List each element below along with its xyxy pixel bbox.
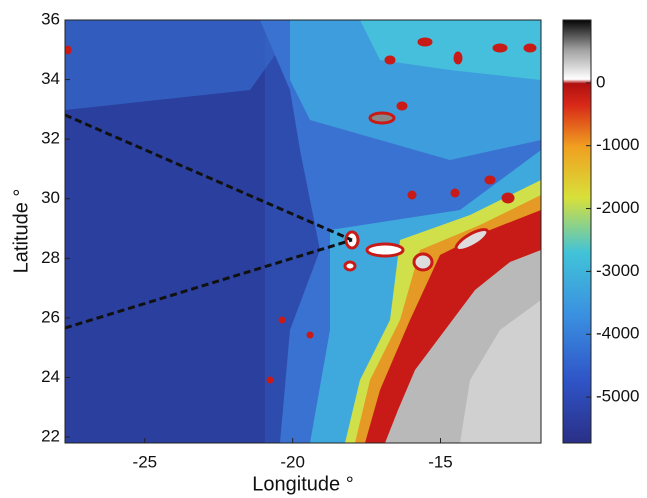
y-tick-label: 22 xyxy=(41,427,60,446)
x-tick-label: -15 xyxy=(428,452,453,471)
y-axis-label: Latitude ° xyxy=(10,189,32,274)
colorbar-tick-label: -2000 xyxy=(596,198,639,217)
map-figure: Longitude ° Latitude ° -25 -20 -15 22 24 26 28… xyxy=(0,0,647,498)
colorbar-tick-label: -1000 xyxy=(596,135,639,154)
y-tick-label: 26 xyxy=(41,307,60,326)
x-tick-label: -25 xyxy=(133,452,158,471)
y-tick-label: 34 xyxy=(41,69,60,88)
colorbar-tick-label: 0 xyxy=(596,72,605,91)
y-tick-label: 32 xyxy=(41,129,60,148)
colorbar-tick-label: -3000 xyxy=(596,261,639,280)
y-tick-label: 24 xyxy=(41,367,60,386)
bathymetry xyxy=(65,20,541,443)
y-tick-label: 36 xyxy=(41,9,60,28)
colorbar-tick-label: -5000 xyxy=(596,387,639,406)
colorbar xyxy=(563,20,591,443)
y-tick-label: 30 xyxy=(41,188,60,207)
x-axis-label: Longitude ° xyxy=(252,473,353,495)
colorbar-tick-label: -4000 xyxy=(596,324,639,343)
x-tick-label: -20 xyxy=(280,452,305,471)
y-tick-label: 28 xyxy=(41,248,60,267)
